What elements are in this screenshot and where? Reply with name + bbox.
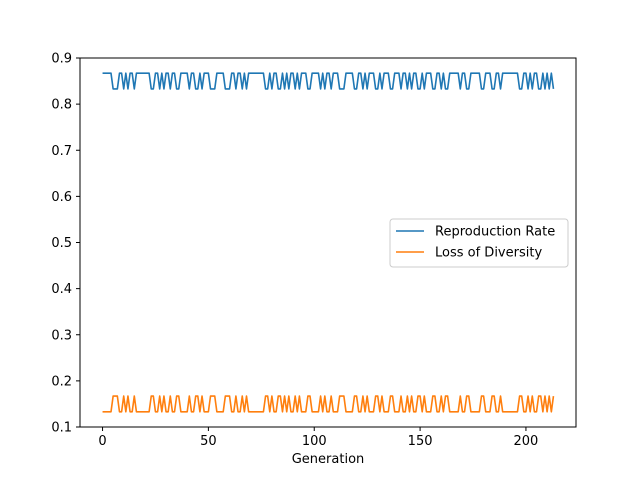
series-line-loss-of-diversity (102, 395, 555, 413)
y-tick-label: 0.8 (51, 98, 72, 113)
x-axis-label: Generation (292, 452, 365, 467)
y-tick-label: 0.5 (51, 236, 72, 251)
plot-area (102, 72, 555, 413)
legend: Reproduction Rate Loss of Diversity (389, 218, 569, 268)
axes-frame (79, 57, 577, 428)
x-tick-label: 0 (98, 434, 106, 449)
y-tick-label: 0.7 (51, 144, 72, 159)
x-tick-label: 150 (408, 434, 433, 449)
legend-entry: Reproduction Rate (435, 225, 555, 240)
legend-entry: Loss of Diversity (435, 246, 542, 261)
x-tick-label: 100 (302, 434, 327, 449)
series-line-reproduction-rate (102, 72, 555, 90)
x-axis: 0 50 100 150 200 (98, 427, 538, 449)
y-tick-label: 0.4 (51, 282, 72, 297)
y-tick-label: 0.2 (51, 374, 72, 389)
y-tick-label: 0.9 (51, 52, 72, 67)
y-tick-label: 0.6 (51, 190, 72, 205)
x-tick-label: 200 (514, 434, 539, 449)
y-tick-label: 0.3 (51, 328, 72, 343)
y-axis: 0.1 0.2 0.3 0.4 0.5 0.6 0.7 0.8 0.9 (51, 52, 80, 436)
legend-box (389, 218, 569, 268)
y-tick-label: 0.1 (51, 421, 72, 436)
x-tick-label: 50 (200, 434, 217, 449)
